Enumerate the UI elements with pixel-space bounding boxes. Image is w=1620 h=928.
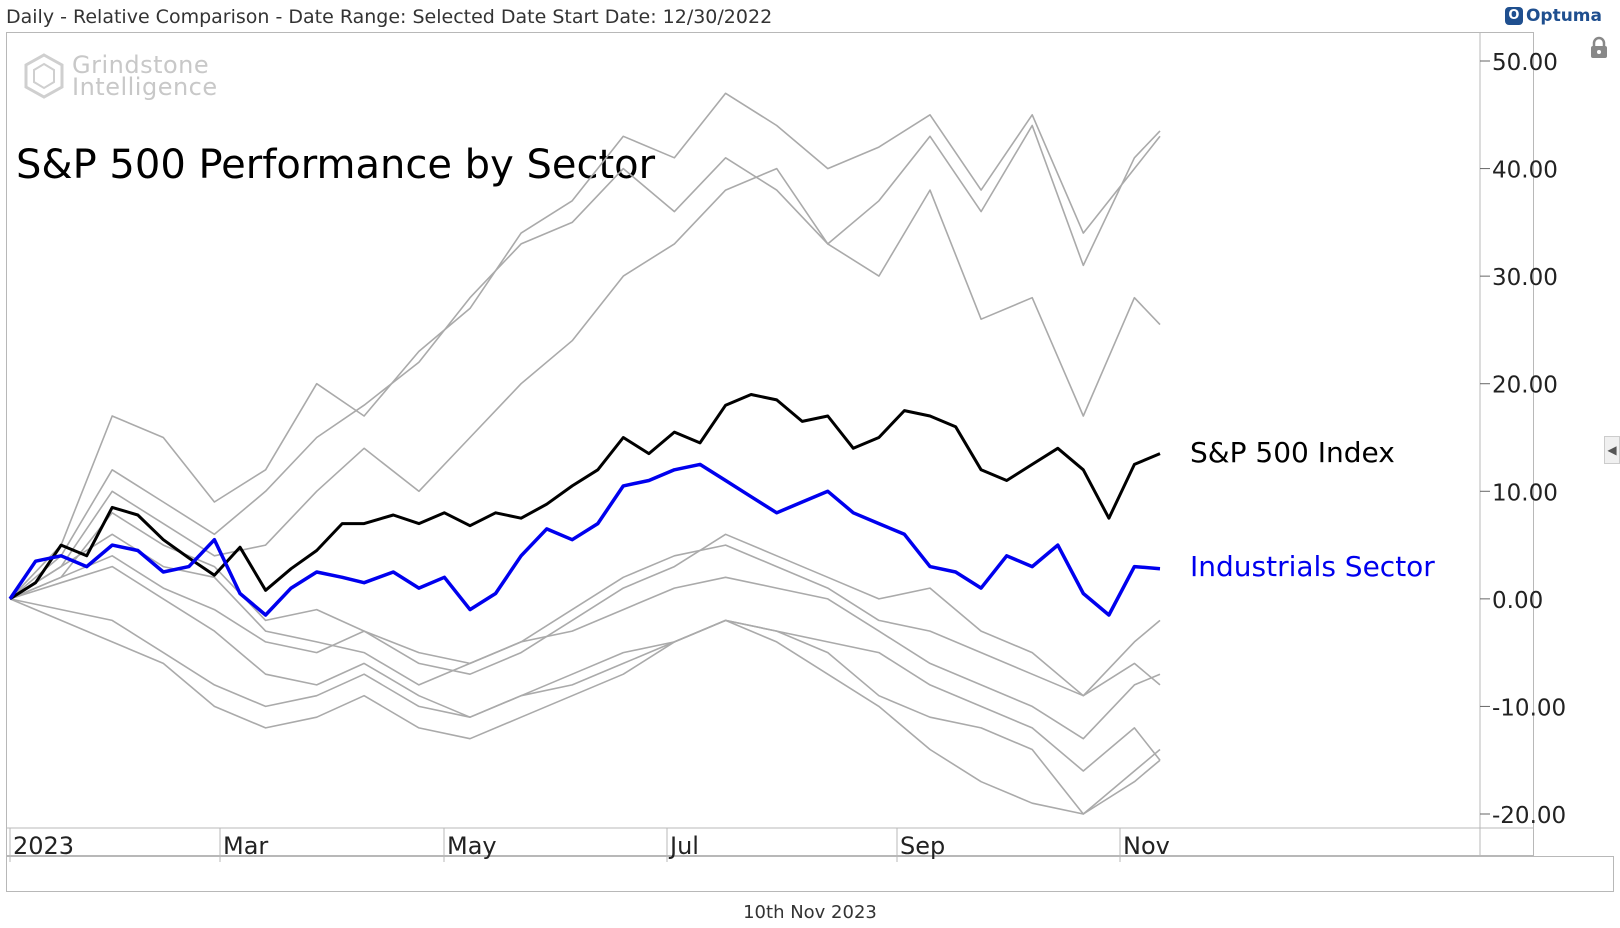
series-line-sector: [9, 167, 1161, 600]
y-tick-label: -20.00: [1492, 803, 1566, 829]
y-tick-label: 50.00: [1492, 50, 1558, 76]
hexagon-logo-icon: [24, 53, 64, 99]
x-axis-strip[interactable]: [6, 856, 1614, 892]
lock-icon[interactable]: [1588, 36, 1610, 60]
series-line-industrials: [8, 462, 1161, 617]
watermark-line2: Intelligence: [72, 73, 218, 101]
watermark: Grindstone Intelligence: [22, 52, 218, 100]
optuma-logo-icon: O: [1504, 7, 1523, 25]
watermark-line1: Grindstone: [72, 51, 210, 79]
y-tick-label: 10.00: [1492, 480, 1558, 506]
x-tick-label: May: [447, 832, 497, 860]
series-line-sector: [9, 511, 1161, 697]
x-tick-label: Mar: [223, 832, 268, 860]
series-line-sector: [9, 124, 1161, 600]
series-line-sector: [9, 598, 1161, 815]
x-tick-label: Sep: [900, 832, 945, 860]
y-tick-label: 0.00: [1492, 588, 1543, 614]
footer-date: 10th Nov 2023: [743, 902, 877, 923]
x-tick-label: 2023: [13, 832, 74, 860]
series-label-industrials: Industrials Sector: [1190, 550, 1435, 583]
y-tick-label: 40.00: [1492, 158, 1558, 184]
series-line-spx: [9, 393, 1161, 601]
chart-title: S&P 500 Performance by Sector: [16, 142, 656, 188]
series-line-sector: [9, 92, 1161, 600]
series-line-sector: [9, 598, 1161, 815]
chart-info-header: Daily - Relative Comparison - Date Range…: [6, 6, 773, 28]
optuma-brand: O Optuma: [1504, 6, 1602, 26]
series-line-sector: [9, 533, 1161, 697]
series-line-sector: [9, 554, 1161, 740]
x-tick-label: Nov: [1123, 832, 1170, 860]
x-tick-label: Jul: [668, 832, 699, 860]
plot-area[interactable]: [6, 32, 1534, 856]
y-tick-label: -10.00: [1492, 695, 1566, 721]
y-tick-label: 30.00: [1492, 265, 1558, 291]
y-tick-label: 20.00: [1492, 373, 1558, 399]
brand-name: Optuma: [1525, 6, 1602, 26]
series-line-sector: [9, 565, 1161, 772]
series-label-spx: S&P 500 Index: [1190, 436, 1395, 469]
